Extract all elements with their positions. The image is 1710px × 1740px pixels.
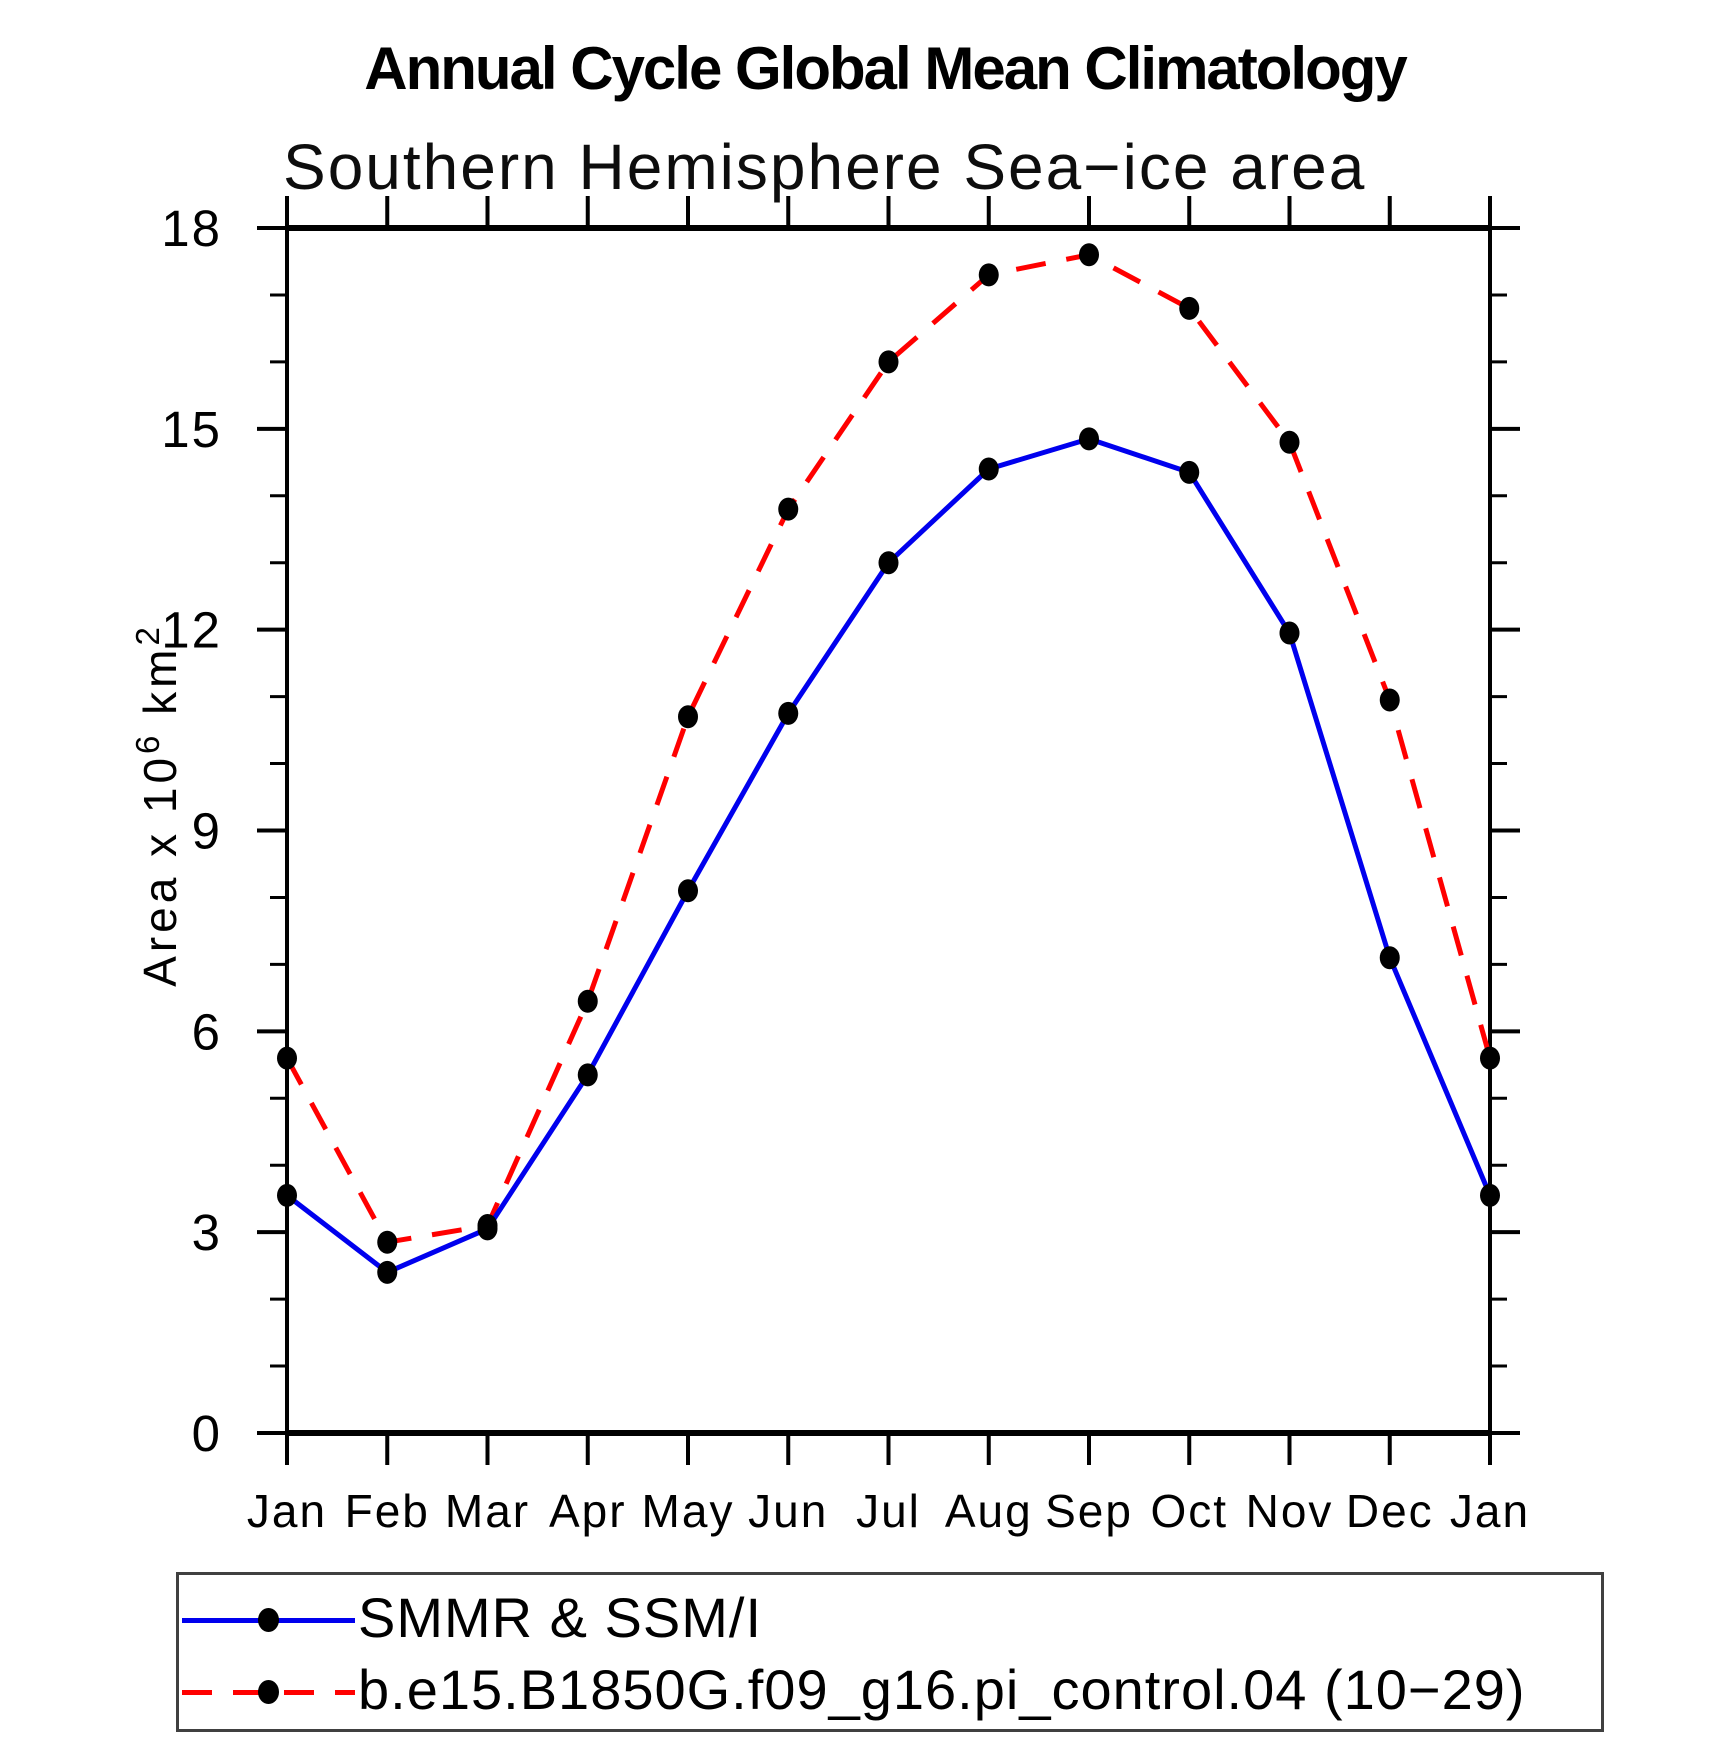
y-tick-label: 18	[161, 200, 222, 257]
black-marker-dot-icon	[258, 1608, 279, 1632]
x-tick-label: Aug	[945, 1485, 1033, 1537]
data-point-marker	[1079, 427, 1099, 451]
data-point-marker	[577, 1063, 598, 1087]
data-point-marker	[577, 989, 598, 1013]
y-tick-label: 12	[161, 602, 222, 659]
data-point-marker	[878, 350, 899, 374]
data-point-marker	[678, 705, 698, 729]
y-tick-label: 9	[192, 803, 222, 860]
x-tick-label: May	[642, 1485, 735, 1537]
y-tick-label: 6	[192, 1003, 222, 1060]
data-point-marker	[1279, 430, 1300, 454]
chart-subtitle: Southern Hemisphere Sea−ice area	[283, 131, 1367, 203]
data-point-marker	[377, 1260, 398, 1284]
x-tick-label: Mar	[445, 1485, 530, 1537]
data-point-marker	[1480, 1046, 1500, 1070]
x-tick-label: Nov	[1246, 1485, 1334, 1537]
x-tick-label: Jul	[856, 1485, 921, 1537]
x-tick-label: Sep	[1045, 1485, 1133, 1537]
data-point-marker	[477, 1213, 498, 1237]
data-point-marker	[978, 263, 999, 287]
data-point-marker	[878, 551, 899, 575]
data-point-marker	[1179, 296, 1200, 320]
data-point-marker	[1379, 946, 1400, 970]
data-point-marker	[778, 701, 799, 725]
x-tick-label: Apr	[549, 1485, 627, 1537]
x-tick-label: Feb	[345, 1485, 430, 1537]
sea-ice-annual-cycle-plot: 0 3 6 9 12 15 18 Jan Feb Mar Apr May Jun Jul Aug Sep Oct…	[129, 196, 1530, 1537]
data-point-marker	[1079, 243, 1099, 267]
x-tick-label: Jan	[1450, 1485, 1530, 1537]
y-tick-label: 3	[192, 1204, 222, 1261]
data-point-marker	[978, 457, 999, 481]
y-tick-label: 15	[161, 401, 222, 458]
data-point-marker	[277, 1183, 297, 1207]
data-point-marker	[1480, 1183, 1500, 1207]
data-point-marker	[1179, 460, 1200, 484]
x-tick-label: Dec	[1346, 1485, 1434, 1537]
data-point-marker	[1279, 621, 1300, 645]
y-tick-label: 0	[192, 1405, 222, 1462]
chart-title: Annual Cycle Global Mean Climatology	[364, 35, 1408, 102]
black-marker-dot-icon	[258, 1680, 279, 1704]
x-tick-label: Jun	[748, 1485, 828, 1537]
legend-box: SMMR & SSM/I b.e15.B1850G.f09_g16.pi_con…	[176, 1572, 1604, 1732]
legend-label-observations: SMMR & SSM/I	[358, 1585, 763, 1649]
data-point-marker	[1379, 688, 1400, 712]
legend-label-model: b.e15.B1850G.f09_g16.pi_control.04 (10−2…	[358, 1657, 1526, 1721]
x-tick-label: Jan	[247, 1485, 327, 1537]
series-line-model	[284, 252, 1493, 1245]
y-axis-title: Area x 106 km2	[129, 623, 186, 987]
data-point-marker	[778, 497, 799, 521]
data-point-marker	[678, 879, 698, 903]
x-tick-label: Oct	[1150, 1485, 1228, 1537]
data-point-marker	[377, 1230, 398, 1254]
data-point-marker	[277, 1046, 297, 1070]
